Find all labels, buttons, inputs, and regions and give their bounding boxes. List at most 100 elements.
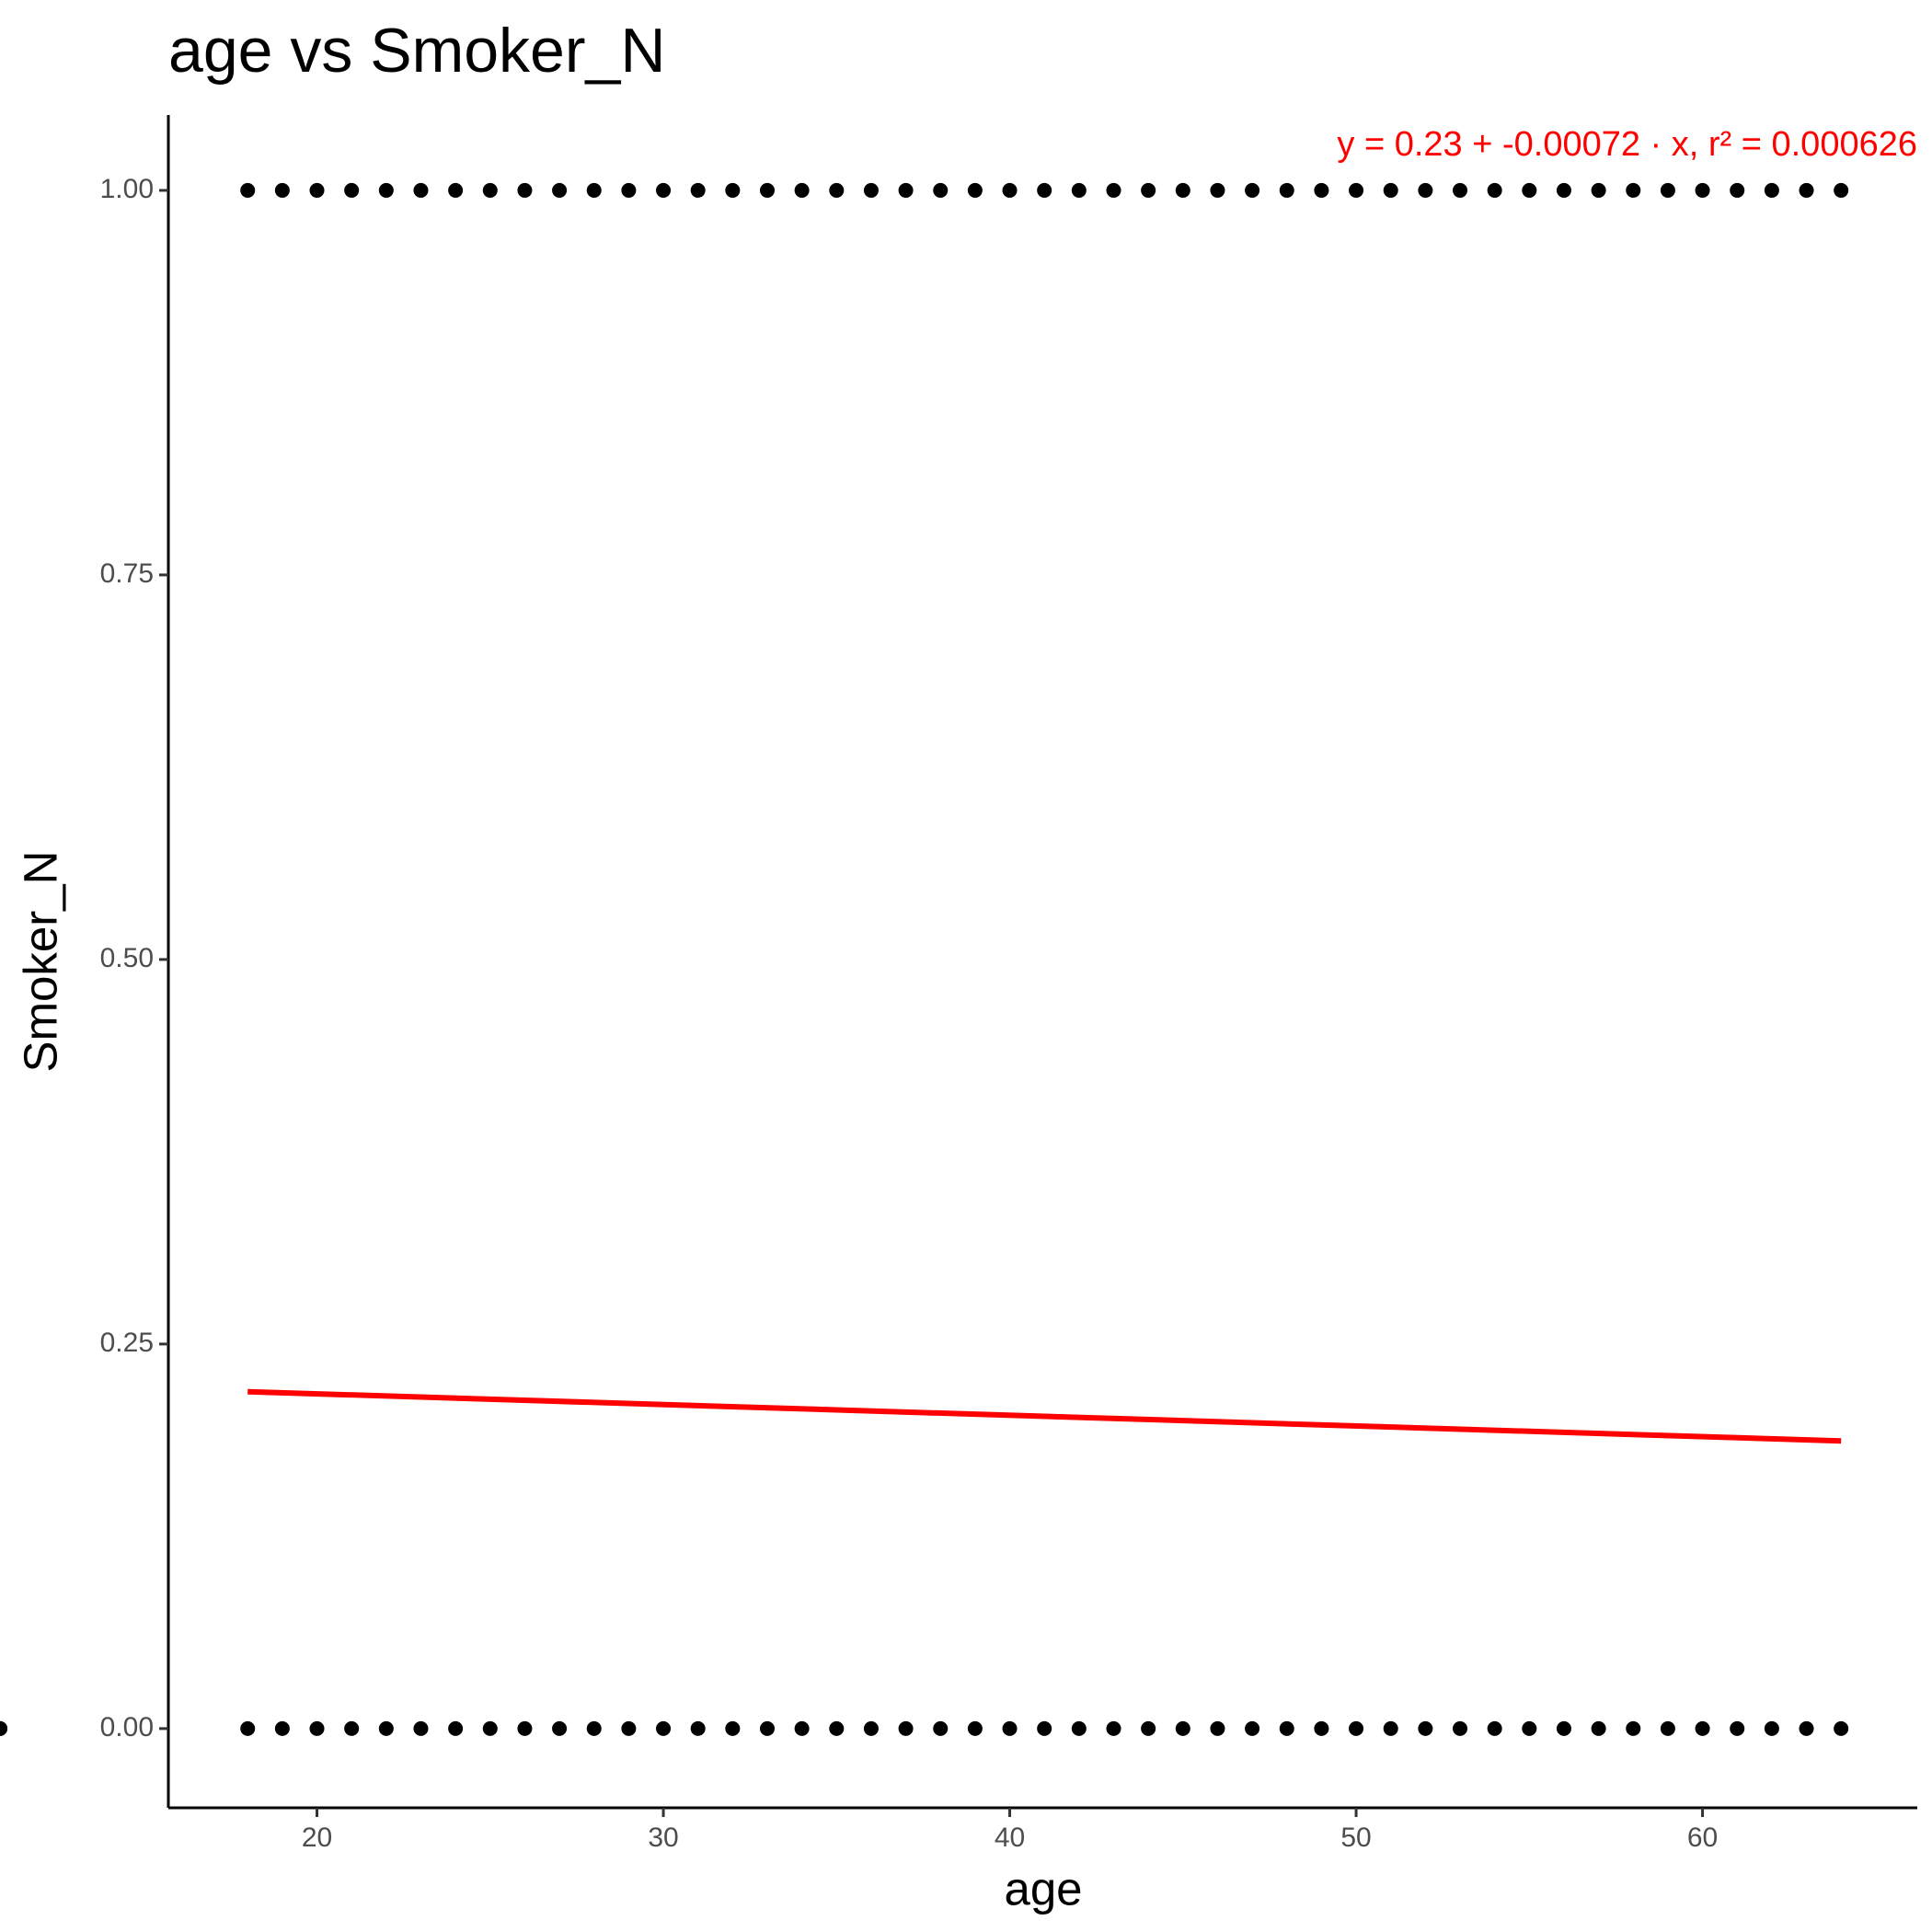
point: [1799, 182, 1814, 198]
point: [378, 1720, 394, 1736]
point: [656, 182, 672, 198]
point: [794, 182, 810, 198]
point: [1175, 1720, 1190, 1736]
equation-annotation: y = 0.23 + -0.00072 · x, r² = 0.000626: [1337, 125, 1917, 164]
point: [0, 1720, 7, 1736]
point: [1799, 1720, 1814, 1736]
y-tick-label: 0.50: [100, 943, 154, 973]
point: [1522, 1720, 1537, 1736]
point: [1279, 1720, 1294, 1736]
point: [552, 1720, 568, 1736]
point: [552, 182, 568, 198]
point: [309, 182, 325, 198]
point: [1556, 1720, 1571, 1736]
point: [1487, 1720, 1502, 1736]
point: [1314, 182, 1329, 198]
point: [1453, 182, 1468, 198]
point: [1037, 1720, 1052, 1736]
point: [933, 1720, 949, 1736]
point: [1695, 182, 1710, 198]
point: [690, 1720, 706, 1736]
point: [309, 1720, 325, 1736]
point: [1591, 182, 1606, 198]
point: [482, 1720, 498, 1736]
point: [1037, 182, 1052, 198]
point: [898, 182, 914, 198]
point: [1764, 1720, 1779, 1736]
point: [759, 182, 775, 198]
point: [1349, 1720, 1364, 1736]
point: [1834, 1720, 1849, 1736]
point: [274, 182, 290, 198]
point: [1106, 182, 1121, 198]
x-tick-label: 60: [1687, 1823, 1718, 1853]
point: [1556, 182, 1571, 198]
point: [967, 182, 983, 198]
point: [413, 1720, 429, 1736]
point: [1453, 1720, 1468, 1736]
point: [1591, 1720, 1606, 1736]
point: [344, 1720, 360, 1736]
point: [1279, 182, 1294, 198]
point: [898, 1720, 914, 1736]
point: [1002, 1720, 1018, 1736]
point: [933, 182, 949, 198]
point: [1106, 1720, 1121, 1736]
point: [517, 182, 533, 198]
point: [240, 1720, 256, 1736]
point: [1071, 182, 1087, 198]
chart-title: age vs Smoker_N: [168, 16, 665, 86]
x-tick-label: 30: [648, 1823, 678, 1853]
point: [656, 1720, 672, 1736]
point: [586, 182, 602, 198]
point: [1175, 182, 1190, 198]
fit-line: [247, 1388, 1842, 1444]
point: [1660, 182, 1675, 198]
point: [448, 182, 464, 198]
y-tick-label: 0.00: [100, 1712, 154, 1742]
x-axis-title: age: [1004, 1862, 1082, 1915]
point: [1660, 1720, 1675, 1736]
point: [1487, 182, 1502, 198]
point: [794, 1720, 810, 1736]
point: [1245, 1720, 1260, 1736]
point: [586, 1720, 602, 1736]
point: [1834, 182, 1849, 198]
point: [1141, 1720, 1156, 1736]
point: [829, 182, 845, 198]
point: [1695, 1720, 1710, 1736]
point: [725, 1720, 741, 1736]
point: [1383, 182, 1398, 198]
y-axis-title: Smoker_N: [14, 851, 66, 1073]
point: [1764, 182, 1779, 198]
point: [274, 1720, 290, 1736]
point: [725, 182, 741, 198]
point: [1626, 1720, 1641, 1736]
point: [482, 182, 498, 198]
point: [1002, 182, 1018, 198]
point: [1626, 182, 1641, 198]
x-tick-label: 20: [302, 1823, 332, 1853]
x-tick-label: 50: [1340, 1823, 1371, 1853]
point: [1383, 1720, 1398, 1736]
point: [448, 1720, 464, 1736]
point: [1730, 1720, 1745, 1736]
point: [829, 1720, 845, 1736]
point: [967, 1720, 983, 1736]
point: [1314, 1720, 1329, 1736]
point: [863, 182, 879, 198]
y-tick-label: 0.75: [100, 558, 154, 589]
y-tick-label: 0.25: [100, 1328, 154, 1358]
point: [240, 182, 256, 198]
point: [1141, 182, 1156, 198]
point: [344, 182, 360, 198]
point: [1522, 182, 1537, 198]
point: [517, 1720, 533, 1736]
point: [863, 1720, 879, 1736]
y-tick-label: 1.00: [100, 174, 154, 204]
point: [1245, 182, 1260, 198]
point: [1349, 182, 1364, 198]
point: [1071, 1720, 1087, 1736]
point: [1210, 182, 1225, 198]
